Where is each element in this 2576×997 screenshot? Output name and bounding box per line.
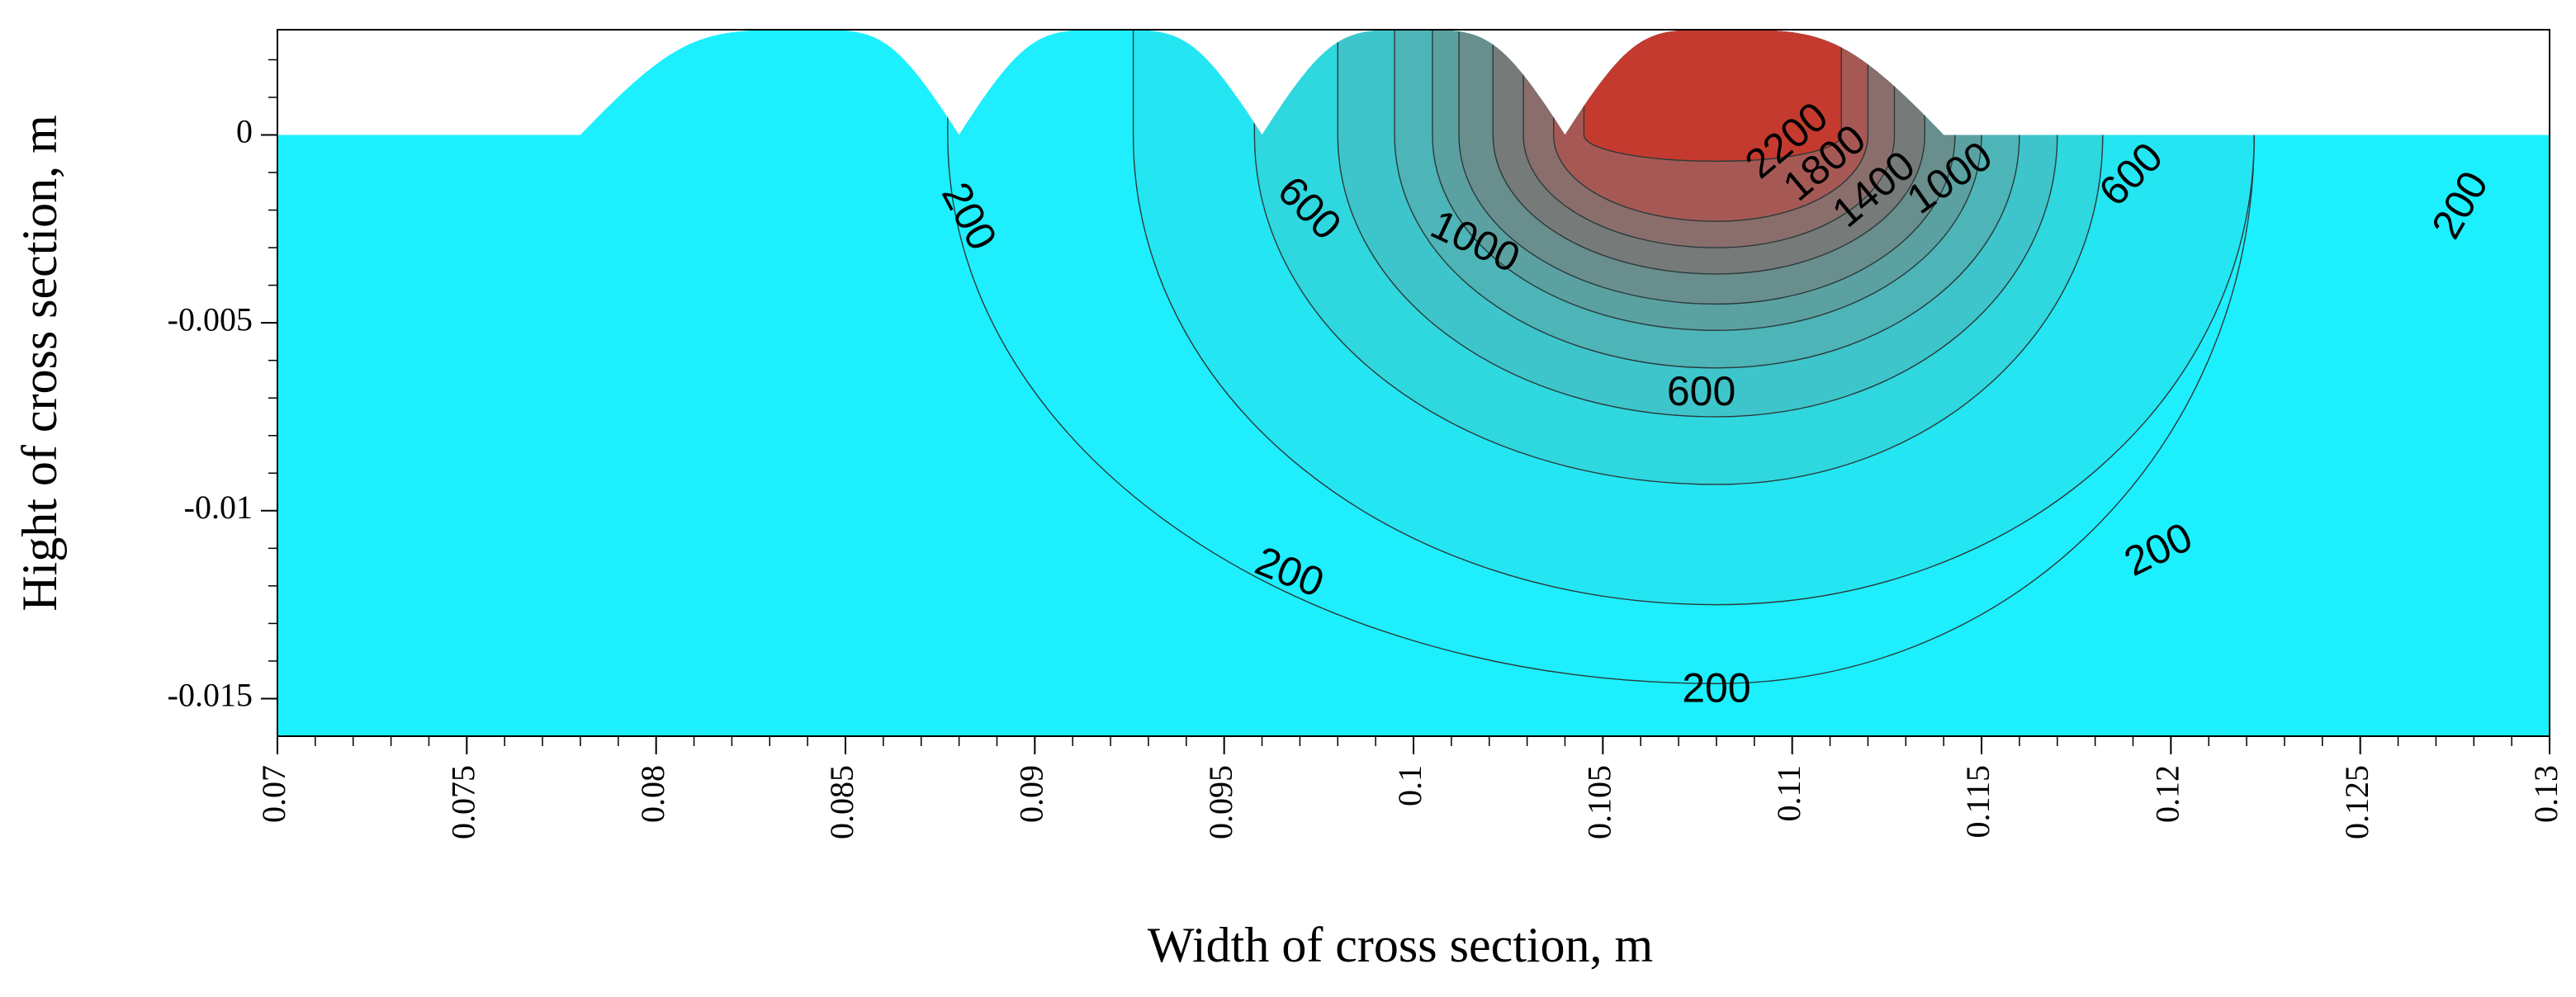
x-tick-label: 0.11 bbox=[1770, 765, 1807, 822]
y-tick-label: -0.005 bbox=[168, 300, 253, 338]
plot-area bbox=[277, 29, 2550, 736]
x-tick-label: 0.12 bbox=[2149, 765, 2186, 823]
x-tick-label: 0.08 bbox=[634, 765, 671, 823]
x-tick-label: 0.095 bbox=[1202, 765, 1239, 839]
x-tick-label: 0.09 bbox=[1013, 765, 1050, 823]
axes: 0.07 0.075 0.08 0.085 0.09 0.095 0.1 0.105 0.11 0… bbox=[168, 29, 2564, 839]
x-tick-label: 0.125 bbox=[2338, 765, 2375, 839]
x-tick-label: 0.085 bbox=[823, 765, 860, 839]
isotherm-2200 bbox=[1583, 29, 1842, 163]
x-tick-label: 0.105 bbox=[1581, 765, 1618, 839]
x-axis-title: Width of cross section, m bbox=[1148, 918, 1653, 972]
x-tick-label: 0.13 bbox=[2527, 765, 2564, 823]
contour-label-600: 600 bbox=[1667, 368, 1735, 414]
x-tick-label: 0.075 bbox=[445, 765, 482, 839]
x-tick-label: 0.115 bbox=[1959, 765, 1996, 839]
contour-label-200: 200 bbox=[1682, 665, 1750, 711]
temperature-field bbox=[277, 29, 2550, 736]
y-axis-title: Hight of cross section, m bbox=[12, 115, 67, 612]
x-tick-label: 0.07 bbox=[255, 765, 292, 823]
y-tick-label: -0.015 bbox=[168, 677, 253, 714]
y-tick-label: -0.01 bbox=[184, 489, 253, 526]
y-tick-label: 0 bbox=[236, 113, 253, 150]
x-tick-label: 0.1 bbox=[1391, 765, 1428, 806]
